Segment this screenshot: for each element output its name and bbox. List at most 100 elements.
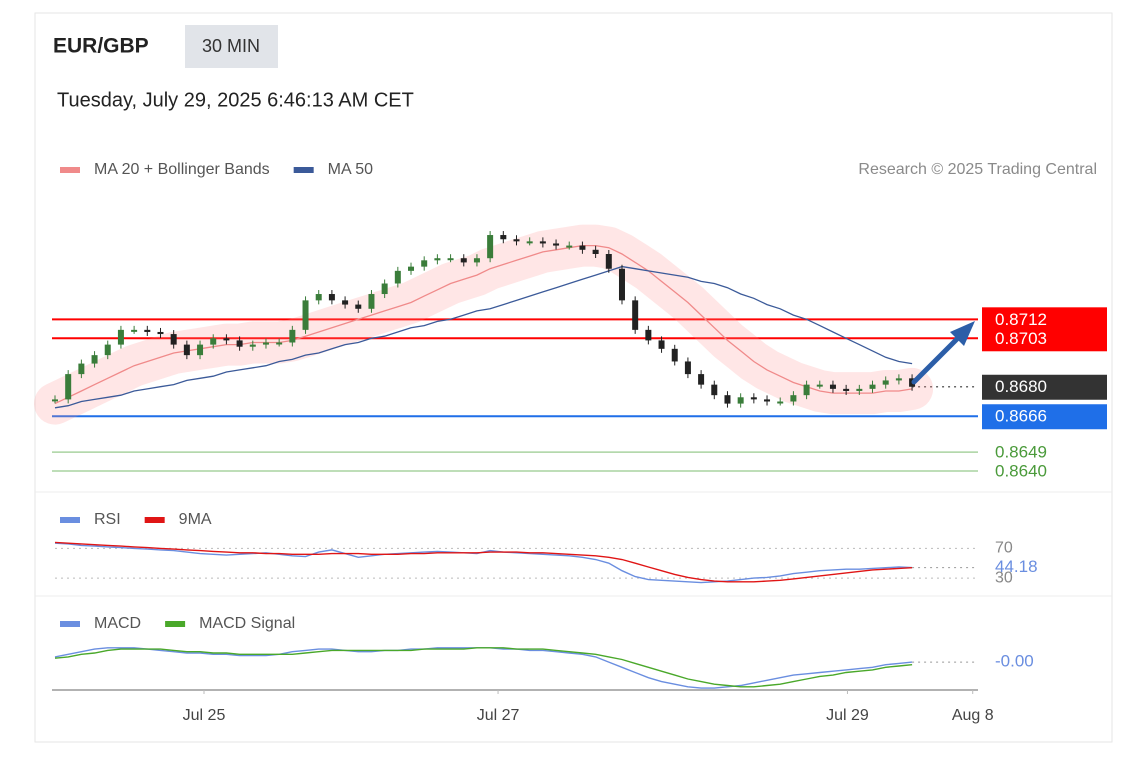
legend-label: MACD xyxy=(94,615,141,632)
price-level-box xyxy=(982,404,1107,430)
candle xyxy=(526,241,533,244)
candle xyxy=(157,331,164,335)
candle xyxy=(421,260,428,267)
datetime: Tuesday, July 29, 2025 6:46:13 AM CET xyxy=(57,89,414,111)
candle xyxy=(684,361,691,375)
legend-swatch xyxy=(60,517,80,523)
timeframe: 30 MIN xyxy=(202,36,260,56)
x-tick-label: Jul 29 xyxy=(826,707,869,724)
candle xyxy=(829,384,836,389)
candle xyxy=(381,283,388,295)
candle xyxy=(618,268,625,301)
x-tick-label: Jul 27 xyxy=(477,707,520,724)
price-level-label: 0.8649 xyxy=(995,443,1047,462)
y-tick-label: 30 xyxy=(995,569,1013,586)
candle xyxy=(566,245,573,248)
candle xyxy=(790,395,797,402)
candle xyxy=(434,258,441,261)
candle xyxy=(236,340,243,347)
candle xyxy=(698,374,705,385)
candle xyxy=(724,395,731,404)
price-level-box xyxy=(982,307,1107,333)
card-border xyxy=(34,12,1113,743)
candle xyxy=(869,384,876,389)
legend-swatch xyxy=(60,621,80,627)
plot-layer: Jul 25 Jul 27 Jul 29 Aug 8 MA 20 + Bollinger… xyxy=(34,161,1107,724)
candle xyxy=(500,235,507,240)
candle xyxy=(328,294,335,301)
candle xyxy=(104,344,111,356)
candle xyxy=(777,401,784,404)
last-value-label: -0.00 xyxy=(995,652,1034,671)
candle xyxy=(249,344,256,347)
candle xyxy=(513,239,520,242)
candle xyxy=(262,342,269,345)
legend-swatch xyxy=(60,167,80,173)
legend-label: MACD Signal xyxy=(199,615,295,632)
candle xyxy=(183,344,190,356)
indicator-line xyxy=(54,541,913,583)
price-level-label: 0.8640 xyxy=(995,462,1047,481)
candle xyxy=(605,254,612,269)
x-tick-label: Jul 25 xyxy=(183,707,226,724)
candle xyxy=(645,329,652,341)
candle xyxy=(78,363,85,375)
candle xyxy=(592,249,599,254)
legend-swatch xyxy=(144,517,165,523)
candle xyxy=(816,384,823,387)
candle xyxy=(117,329,124,345)
candle xyxy=(553,243,560,246)
candle xyxy=(315,294,322,301)
candle xyxy=(764,399,771,402)
candle xyxy=(447,258,454,261)
candle xyxy=(276,342,283,345)
legend-label: 9MA xyxy=(179,511,212,528)
price-level-box xyxy=(982,374,1107,400)
candle xyxy=(210,338,217,345)
candle xyxy=(368,294,375,309)
candle xyxy=(671,348,678,362)
indicator-line xyxy=(54,647,913,688)
candle xyxy=(170,334,177,345)
price-level-label: 0.8703 xyxy=(995,329,1047,348)
candle xyxy=(579,245,586,250)
y-tick-label: 70 xyxy=(995,540,1013,557)
last-value-label: 44.18 xyxy=(995,557,1038,576)
candle xyxy=(197,344,204,356)
x-tick-label: Aug 8 xyxy=(952,707,994,724)
legend-label: RSI xyxy=(94,511,121,528)
candle xyxy=(131,329,138,332)
candle xyxy=(355,304,362,309)
legend-swatch xyxy=(165,621,186,627)
candle xyxy=(408,266,415,271)
candle xyxy=(737,397,744,404)
legend-label: MA 50 xyxy=(328,161,373,178)
price-level-label: 0.8712 xyxy=(995,310,1047,329)
arrow-head xyxy=(950,321,975,346)
candle xyxy=(487,235,494,259)
candle xyxy=(342,300,349,305)
price-level-label: 0.8680 xyxy=(995,377,1047,396)
candle xyxy=(539,241,546,244)
candle xyxy=(144,329,151,332)
ma50-line xyxy=(54,265,913,409)
candle xyxy=(658,340,665,349)
credit: Research © 2025 Trading Central xyxy=(858,161,1097,178)
candle xyxy=(750,397,757,400)
arrow-shaft xyxy=(911,333,963,385)
timeframe-badge xyxy=(185,25,278,68)
legend-swatch xyxy=(293,167,314,173)
candle xyxy=(882,380,889,385)
candle xyxy=(856,388,863,391)
candle xyxy=(52,399,58,402)
candle xyxy=(473,258,480,263)
candle xyxy=(843,388,850,391)
candle xyxy=(289,329,296,343)
candle xyxy=(803,384,810,396)
candle xyxy=(91,355,98,364)
candle xyxy=(711,384,718,396)
candle xyxy=(223,338,230,341)
price-level-label: 0.8666 xyxy=(995,407,1047,426)
